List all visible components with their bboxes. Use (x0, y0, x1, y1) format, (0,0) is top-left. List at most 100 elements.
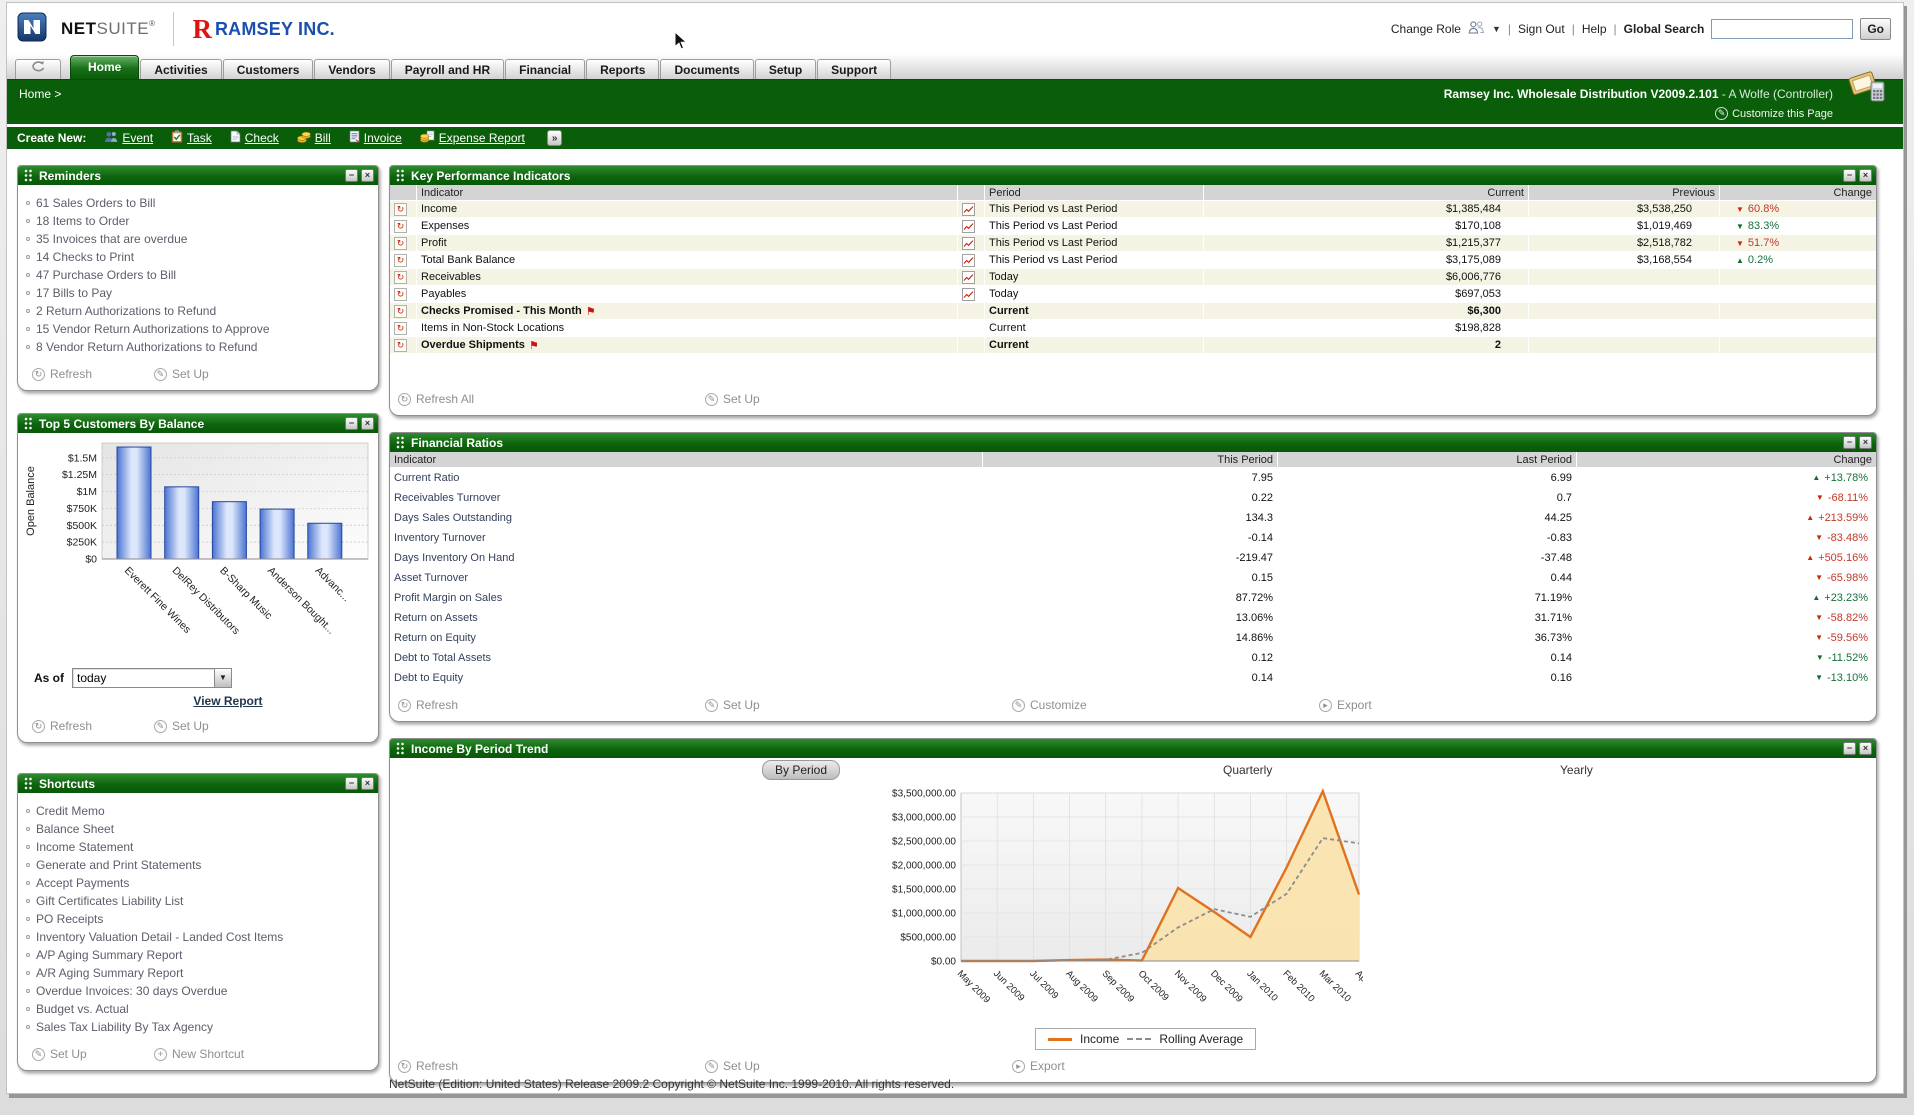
ratio-indicator[interactable]: Asset Turnover (390, 568, 982, 587)
kpi-refresh-icon[interactable]: ↻ (394, 237, 407, 250)
minimize-button[interactable]: − (345, 169, 358, 182)
tab-documents[interactable]: Documents (660, 59, 753, 79)
create-new-task[interactable]: Task (171, 130, 212, 146)
shortcut-link[interactable]: Overdue Invoices: 30 days Overdue (26, 982, 370, 1000)
tab-activities[interactable]: Activities (140, 59, 221, 79)
minimize-button[interactable]: − (345, 417, 358, 430)
footer-link-export[interactable]: ▸Export (1319, 698, 1626, 712)
create-new-invoice[interactable]: Invoice (349, 130, 402, 146)
ratio-indicator[interactable]: Debt to Total Assets (390, 648, 982, 667)
shortcut-link[interactable]: Income Statement (26, 838, 370, 856)
reminder-link[interactable]: 14 Checks to Print (26, 248, 370, 266)
footer-link-set-up[interactable]: ✎Set Up (705, 698, 1012, 712)
reminder-link[interactable]: 15 Vendor Return Authorizations to Appro… (26, 320, 370, 338)
kpi-refresh-icon[interactable]: ↻ (394, 288, 407, 301)
drag-handle-icon[interactable] (24, 417, 33, 430)
dashboard-launcher-tab[interactable] (15, 59, 61, 79)
minimize-button[interactable]: − (1843, 169, 1856, 182)
reminder-link[interactable]: 17 Bills to Pay (26, 284, 370, 302)
shortcut-link[interactable]: Credit Memo (26, 802, 370, 820)
reminder-link[interactable]: 61 Sales Orders to Bill (26, 194, 370, 212)
create-new-event[interactable]: Event (104, 131, 153, 146)
create-new-expense-report[interactable]: Expense Report (420, 130, 525, 146)
kpi-refresh-icon[interactable]: ↻ (394, 322, 407, 335)
footer-link-new-shortcut[interactable]: +New Shortcut (154, 1047, 294, 1061)
sign-out-link[interactable]: Sign Out (1518, 22, 1565, 36)
as-of-select[interactable]: today ▼ (72, 668, 232, 688)
create-new-check[interactable]: Check (230, 130, 279, 146)
shortcut-link[interactable]: Inventory Valuation Detail - Landed Cost… (26, 928, 370, 946)
ratio-indicator[interactable]: Inventory Turnover (390, 528, 982, 547)
change-role-icon[interactable] (1468, 21, 1485, 37)
minimize-button[interactable]: − (345, 777, 358, 790)
graph-icon[interactable] (962, 254, 975, 267)
footer-link-set-up[interactable]: ✎Set Up (32, 1047, 154, 1061)
kpi-refresh-icon[interactable]: ↻ (394, 220, 407, 233)
ratio-indicator[interactable]: Receivables Turnover (390, 488, 982, 507)
close-button[interactable]: × (361, 417, 374, 430)
shortcut-link[interactable]: Generate and Print Statements (26, 856, 370, 874)
view-report-link[interactable]: View Report (193, 694, 262, 708)
breadcrumb[interactable]: Home > (19, 87, 61, 101)
graph-icon[interactable] (962, 288, 975, 301)
create-new-more-button[interactable]: » (547, 130, 563, 146)
footer-link-set-up[interactable]: ✎Set Up (705, 1059, 1012, 1073)
minimize-button[interactable]: − (1843, 436, 1856, 449)
footer-link-refresh-all[interactable]: ↻Refresh All (398, 392, 705, 406)
graph-icon[interactable] (962, 271, 975, 284)
trend-view-by-period[interactable]: By Period (762, 760, 840, 780)
footer-link-export[interactable]: ▸Export (1012, 1059, 1319, 1073)
close-button[interactable]: × (1859, 169, 1872, 182)
close-button[interactable]: × (1859, 436, 1872, 449)
drag-handle-icon[interactable] (396, 169, 405, 182)
reminder-link[interactable]: 8 Vendor Return Authorizations to Refund (26, 338, 370, 356)
drag-handle-icon[interactable] (24, 777, 33, 790)
tab-vendors[interactable]: Vendors (314, 59, 389, 79)
close-button[interactable]: × (1859, 742, 1872, 755)
go-button[interactable]: Go (1860, 18, 1891, 40)
shortcut-link[interactable]: A/P Aging Summary Report (26, 946, 370, 964)
shortcut-link[interactable]: Sales Tax Liability By Tax Agency (26, 1018, 370, 1036)
footer-link-refresh[interactable]: ↻Refresh (398, 1059, 705, 1073)
ratio-indicator[interactable]: Current Ratio (390, 468, 982, 487)
tab-home[interactable]: Home (70, 55, 139, 79)
drag-handle-icon[interactable] (396, 436, 405, 449)
kpi-refresh-icon[interactable]: ↻ (394, 271, 407, 284)
graph-icon[interactable] (962, 237, 975, 250)
kpi-refresh-icon[interactable]: ↻ (394, 203, 407, 216)
drag-handle-icon[interactable] (24, 169, 33, 182)
graph-icon[interactable] (962, 220, 975, 233)
tab-support[interactable]: Support (817, 59, 891, 79)
select-arrow-icon[interactable]: ▼ (214, 669, 231, 687)
ratio-indicator[interactable]: Return on Assets (390, 608, 982, 627)
footer-link-set-up[interactable]: ✎Set Up (705, 392, 1012, 406)
create-new-bill[interactable]: Bill (297, 131, 331, 146)
footer-link-refresh[interactable]: ↻Refresh (32, 719, 154, 733)
shortcut-link[interactable]: PO Receipts (26, 910, 370, 928)
kpi-refresh-icon[interactable]: ↻ (394, 339, 407, 352)
shortcut-link[interactable]: A/R Aging Summary Report (26, 964, 370, 982)
ratio-indicator[interactable]: Days Inventory On Hand (390, 548, 982, 567)
footer-link-refresh[interactable]: ↻Refresh (398, 698, 705, 712)
kpi-refresh-icon[interactable]: ↻ (394, 254, 407, 267)
global-search-input[interactable] (1711, 19, 1853, 39)
change-role-caret-icon[interactable]: ▼ (1492, 24, 1501, 34)
shortcut-link[interactable]: Balance Sheet (26, 820, 370, 838)
shortcut-link[interactable]: Budget vs. Actual (26, 1000, 370, 1018)
reminder-link[interactable]: 18 Items to Order (26, 212, 370, 230)
change-role-link[interactable]: Change Role (1391, 22, 1461, 36)
footer-link-refresh[interactable]: ↻Refresh (32, 367, 154, 381)
register-book-icon[interactable] (1845, 68, 1889, 109)
tab-financial[interactable]: Financial (505, 59, 585, 79)
reminder-link[interactable]: 47 Purchase Orders to Bill (26, 266, 370, 284)
ratio-indicator[interactable]: Profit Margin on Sales (390, 588, 982, 607)
tab-customers[interactable]: Customers (223, 59, 314, 79)
footer-link-customize[interactable]: ✎Customize (1012, 698, 1319, 712)
tab-setup[interactable]: Setup (755, 59, 816, 79)
kpi-refresh-icon[interactable]: ↻ (394, 305, 407, 318)
reminder-link[interactable]: 35 Invoices that are overdue (26, 230, 370, 248)
ratio-indicator[interactable]: Debt to Equity (390, 668, 982, 687)
shortcut-link[interactable]: Accept Payments (26, 874, 370, 892)
footer-link-set-up[interactable]: ✎Set Up (154, 367, 294, 381)
footer-link-set-up[interactable]: ✎Set Up (154, 719, 294, 733)
